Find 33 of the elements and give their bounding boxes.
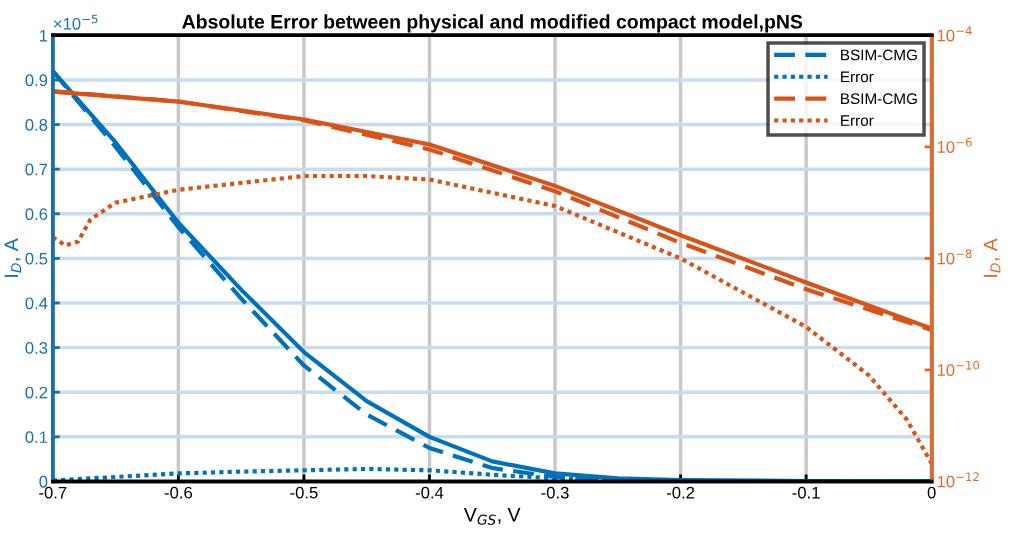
y2-tick-label: 10$^{−10}$: [937, 360, 980, 376]
x-tick-label: -0.1: [792, 486, 820, 499]
y-tick-label: 0.7: [25, 163, 48, 176]
chart-title: Absolute Error between physical and modified compact model,pNS: [182, 14, 803, 33]
x-tick-label: -0.6: [164, 486, 193, 499]
legend-label: BSIM-CMG: [841, 49, 917, 61]
y2-axis-title: I$_{D}$, A: [983, 238, 1001, 277]
y2-tick-label: 10$^{−6}$: [937, 137, 972, 153]
y-tick-label: 0.4: [25, 297, 48, 310]
legend-label: Error: [841, 71, 874, 83]
y-tick-label: 0.3: [25, 342, 48, 354]
text: ×10$^{−5}$: [53, 14, 98, 30]
x-tick-label: 0: [927, 486, 936, 499]
y-tick-label: 0.2: [25, 386, 48, 399]
y-tick-label: 0.1: [25, 431, 48, 444]
legend-label: Error: [841, 115, 874, 126]
y-tick-label: 1: [39, 29, 48, 42]
x-tick-label: -0.4: [415, 486, 444, 499]
y-axis-title: I$_{D}$, A: [4, 238, 22, 277]
y-tick-label: 0.5: [25, 252, 48, 265]
y2-tick-label: 10$^{−8}$: [937, 249, 972, 265]
y-tick-label: 0: [39, 475, 48, 488]
y2-tick-label: 10$^{−12}$: [937, 472, 979, 488]
y2-tick-label: 10$^{−4}$: [937, 26, 972, 42]
y-tick-label: 0.6: [25, 208, 48, 220]
y-tick-label: 0.8: [25, 118, 48, 131]
legend-label: BSIM-CMG: [841, 93, 917, 105]
y-tick-label: 0.9: [25, 74, 48, 87]
x-tick-label: -0.3: [541, 486, 569, 499]
x-tick-label: -0.2: [666, 486, 695, 499]
x-tick-label: -0.7: [39, 486, 67, 499]
x-axis-title: V$_{GS}$, V: [463, 508, 521, 525]
x-tick-label: -0.5: [290, 486, 318, 499]
